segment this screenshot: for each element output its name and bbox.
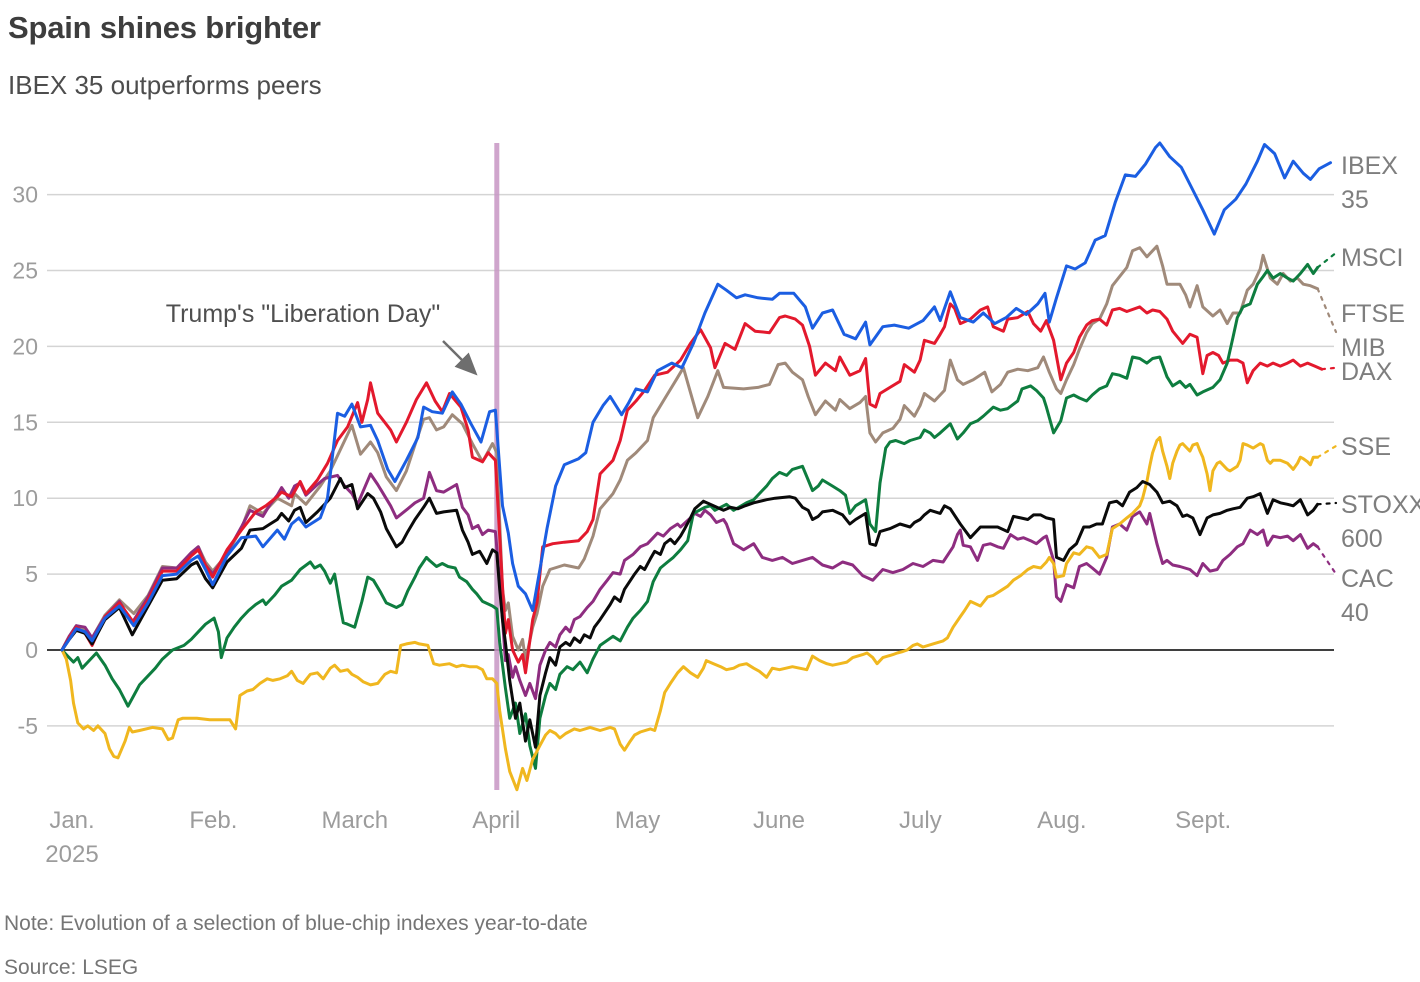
- annotation-text: Trump's "Liberation Day": [165, 300, 441, 328]
- y-tick-label: 20: [12, 333, 38, 359]
- y-tick-label: 5: [25, 561, 38, 587]
- x-tick-label: June: [753, 807, 805, 834]
- series-label-ftse-mib: FTSE MIB: [1341, 300, 1405, 362]
- y-tick-label: 0: [25, 637, 38, 663]
- chart-source: Source: LSEG: [4, 956, 139, 979]
- x-tick-label: Sept.: [1175, 807, 1231, 834]
- series-line-ftse-mib: [60, 244, 1320, 663]
- y-tick-label: -5: [18, 713, 38, 739]
- series-line-ibex-35: [60, 141, 1332, 652]
- chart-note: Note: Evolution of a selection of blue-c…: [4, 912, 588, 935]
- y-tick-label: 25: [12, 258, 38, 284]
- page-subtitle: IBEX 35 outperforms peers: [8, 70, 322, 100]
- leader-line-sse: [1316, 444, 1338, 459]
- series-label-msci: MSCI: [1341, 244, 1404, 272]
- y-tick-label: 30: [12, 182, 38, 208]
- x-tick-label: Feb.: [189, 807, 237, 834]
- gridlines: [47, 193, 1334, 727]
- x-tick-label: March: [321, 807, 388, 834]
- leader-line-msci: [1316, 250, 1339, 269]
- series-line-sse: [60, 436, 1320, 792]
- leader-line-stoxx-600: [1316, 501, 1338, 506]
- series-label-stoxx-600: STOXX 600: [1341, 491, 1420, 553]
- x-tick-label: Jan.: [49, 807, 94, 834]
- axis-labels: 30 25 20 15 10 5 0 -5 Jan. 2025 Feb. March April May J…: [12, 182, 1231, 868]
- series-line-dax: [60, 302, 1324, 675]
- series-label-ibex-35: IBEX 35: [1341, 152, 1398, 214]
- y-tick-label: 15: [12, 409, 38, 435]
- series-line-msci: [60, 262, 1320, 770]
- leader-line-ftse-mib: [1316, 287, 1338, 334]
- series-label-dax: DAX: [1341, 358, 1393, 386]
- series-line-stoxx-600: [60, 477, 1320, 749]
- series-label-cac-40: CAC 40: [1341, 565, 1394, 627]
- page-title: Spain shines brighter: [8, 10, 321, 45]
- x-tick-label: April: [472, 807, 520, 834]
- leader-line-cac-40: [1316, 545, 1338, 576]
- annotation-arrow: [442, 340, 478, 376]
- x-axis-year-label: 2025: [45, 841, 98, 868]
- series-label-sse: SSE: [1341, 433, 1392, 461]
- x-tick-label: May: [615, 807, 660, 834]
- leader-line-dax: [1320, 366, 1336, 371]
- x-tick-label: July: [899, 807, 942, 834]
- x-tick-label: Aug.: [1037, 807, 1086, 834]
- series-lines: [60, 141, 1332, 792]
- label-leader-lines: [1316, 250, 1339, 576]
- y-tick-label: 10: [12, 485, 38, 511]
